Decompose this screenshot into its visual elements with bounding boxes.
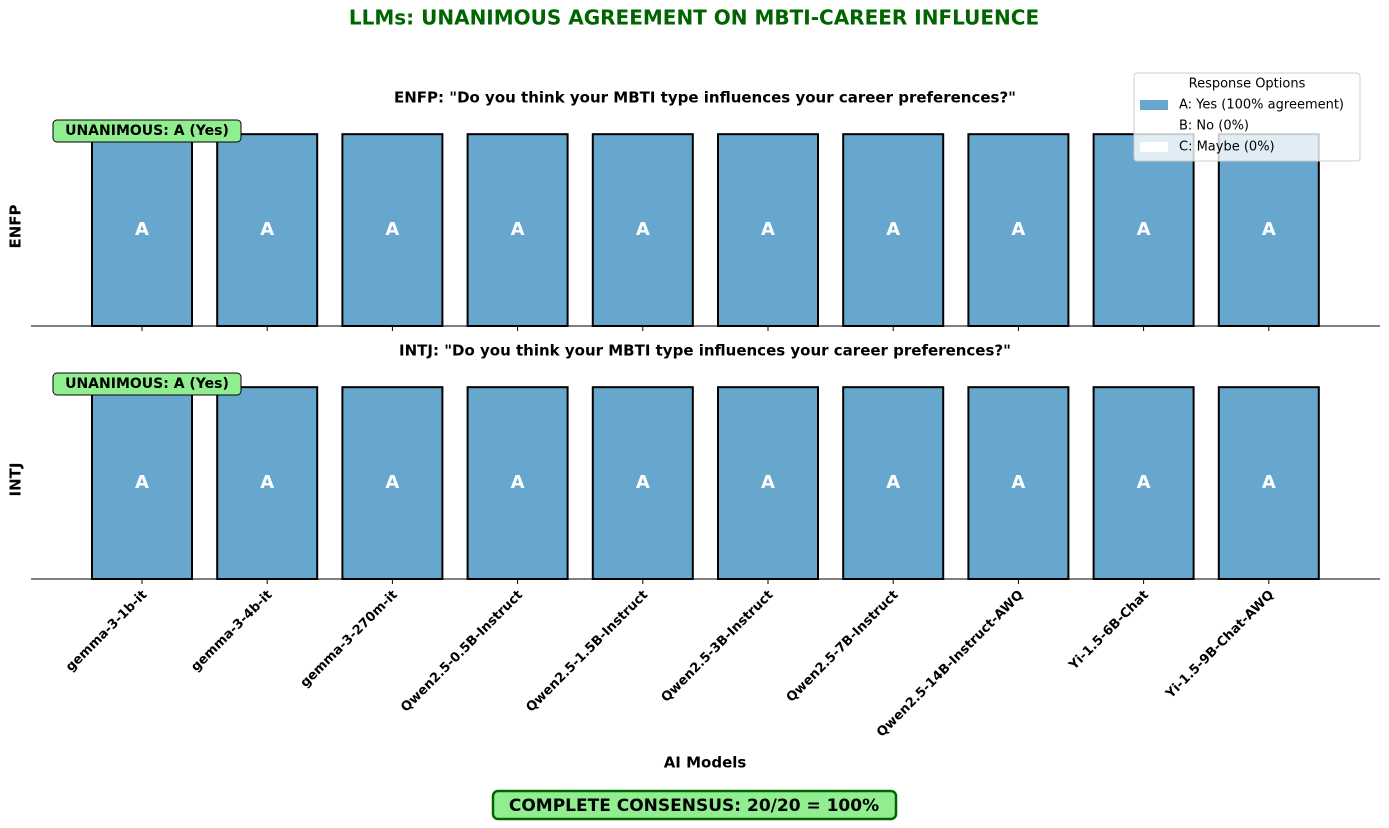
bar [1217,133,1320,327]
bar-label: A [1011,219,1025,240]
bar-label: A [761,472,775,493]
legend-label: B: No (0%) [1179,119,1249,134]
bar-label: A [1137,219,1151,240]
x-tick-label: Qwen2.5-3B-Instruct [659,588,777,706]
bar [967,133,1070,327]
bar [842,133,945,327]
legend-box [1133,72,1361,162]
bar-label: A [1262,472,1276,493]
footer-box [491,789,898,821]
annotation-box [52,372,242,396]
x-tick-label: gemma-3-1b-it [63,588,150,675]
bar-label: A [1262,219,1276,240]
bar [717,133,819,327]
legend-swatch [1140,142,1168,152]
bar-label: A [1137,472,1151,493]
bar [341,133,444,327]
x-tick-label: Yi-1.5-6B-Chat [1066,588,1152,674]
x-tick-label: Yi-1.5-9B-Chat-AWQ [1162,588,1277,703]
bar [591,386,694,580]
bar [1092,133,1195,327]
annotation: UNANIMOUS: A (Yes) [65,123,229,139]
bar-label: A [511,472,525,493]
subplot-title: INTJ: "Do you think your MBTI type influ… [399,342,1011,360]
legend-swatch [1140,121,1168,131]
bar-label: A [260,219,274,240]
bar-label: A [135,472,149,493]
bar [216,386,319,580]
subplot-title: ENFP: "Do you think your MBTI type influ… [394,89,1016,107]
bar-label: A [260,472,274,493]
legend-swatch [1140,100,1168,110]
bar-label: A [886,219,900,240]
x-tick-label: Qwen2.5-1.5B-Instruct [523,588,651,716]
bar-label: A [385,472,399,493]
bar-label: A [761,219,775,240]
bar-label: A [1011,472,1025,493]
bar [1217,386,1320,580]
y-axis-label: ENFP [7,204,25,248]
bar [466,133,569,327]
x-tick-label: Qwen2.5-0.5B-Instruct [398,588,526,716]
bar [842,386,945,580]
footer: COMPLETE CONSENSUS: 20/20 = 100% [509,796,879,816]
bar [717,386,819,580]
annotation-box [52,119,242,143]
bar-label: A [135,219,149,240]
x-tick-label: Qwen2.5-7B-Instruct [784,588,902,706]
annotation: UNANIMOUS: A (Yes) [65,376,229,392]
x-tick-label: gemma-3-4b-it [188,588,275,675]
y-axis-label: INTJ [7,463,25,497]
bar [341,386,444,580]
bar-label: A [886,472,900,493]
x-axis-label: AI Models [664,754,747,772]
bar [1092,386,1195,580]
legend-label: C: Maybe (0%) [1179,140,1275,155]
bar [466,386,569,580]
bar [591,133,694,327]
legend-title: Response Options [1189,77,1306,92]
bar [967,386,1070,580]
bar-label: A [636,472,650,493]
x-tick-label: Qwen2.5-14B-Instruct-AWQ [874,588,1027,741]
bar-label: A [385,219,399,240]
bar [91,133,193,327]
bar-label: A [636,219,650,240]
bar-label: A [511,219,525,240]
main-title: LLMs: UNANIMOUS AGREEMENT ON MBTI-CAREER… [349,6,1039,30]
legend-label: A: Yes (100% agreement) [1179,98,1344,113]
x-tick-label: gemma-3-270m-it [298,588,401,691]
